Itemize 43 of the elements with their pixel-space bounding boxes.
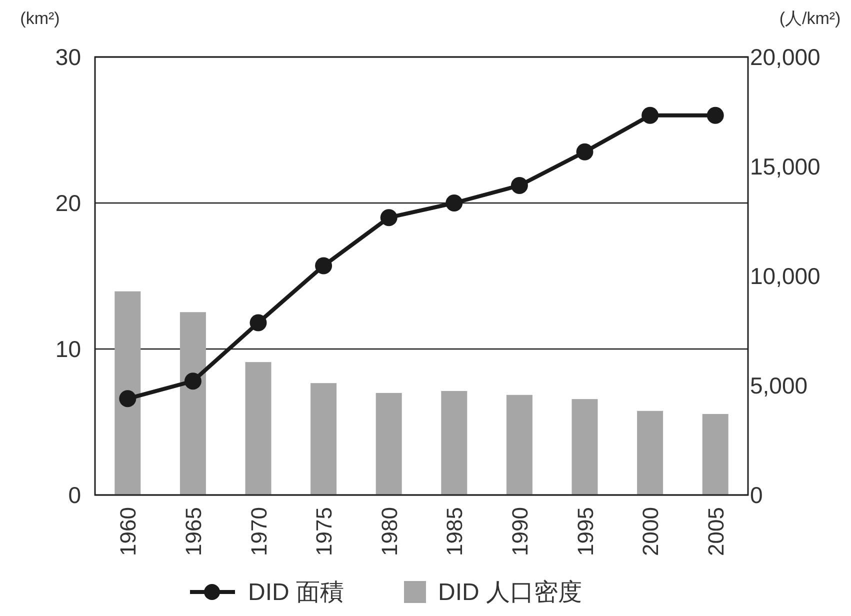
x-tick-label: 1975: [312, 507, 337, 556]
x-tick-label: 1965: [180, 507, 206, 556]
y-tick-label: 30: [55, 44, 81, 70]
x-tick-label: 2005: [703, 507, 728, 556]
x-tick-label: 1960: [116, 507, 141, 556]
point: [184, 372, 202, 390]
bar: [637, 410, 664, 495]
point: [706, 106, 724, 124]
x-tick-label: 1995: [572, 507, 598, 556]
bar: [376, 392, 402, 495]
point: [380, 209, 398, 226]
y-tick-label: 0: [68, 482, 81, 508]
bar: [702, 414, 728, 495]
bar: [180, 312, 206, 495]
legend-label: DID 人口密度: [438, 579, 582, 606]
y2-tick-label: 0: [750, 482, 763, 508]
bar: [441, 390, 468, 495]
y-tick-label: 20: [55, 190, 81, 216]
y-axis-title: (km²): [20, 9, 60, 28]
y2-tick-label: 10,000: [750, 263, 820, 289]
bar: [506, 394, 532, 495]
point: [576, 143, 594, 160]
y2-tick-label: 20,000: [750, 44, 820, 70]
x-tick-label: 1990: [507, 507, 532, 556]
bar: [245, 362, 272, 495]
y2-tick-label: 5,000: [750, 372, 808, 398]
bar: [310, 383, 337, 495]
point: [315, 257, 332, 274]
x-tick-label: 1980: [376, 507, 402, 556]
bar: [114, 291, 141, 495]
y2-tick-label: 15,000: [750, 154, 820, 180]
point: [119, 390, 136, 408]
legend-label: DID 面積: [248, 579, 344, 606]
point: [446, 194, 463, 212]
y2-axis-title: (人/km²): [779, 9, 841, 28]
point: [250, 314, 267, 332]
x-tick-label: 2000: [638, 507, 664, 556]
x-tick-label: 1985: [442, 507, 468, 556]
x-tick-label: 1970: [246, 507, 272, 556]
point: [510, 176, 528, 194]
y-tick-label: 10: [55, 336, 81, 362]
point: [642, 106, 659, 124]
bar: [572, 399, 598, 495]
